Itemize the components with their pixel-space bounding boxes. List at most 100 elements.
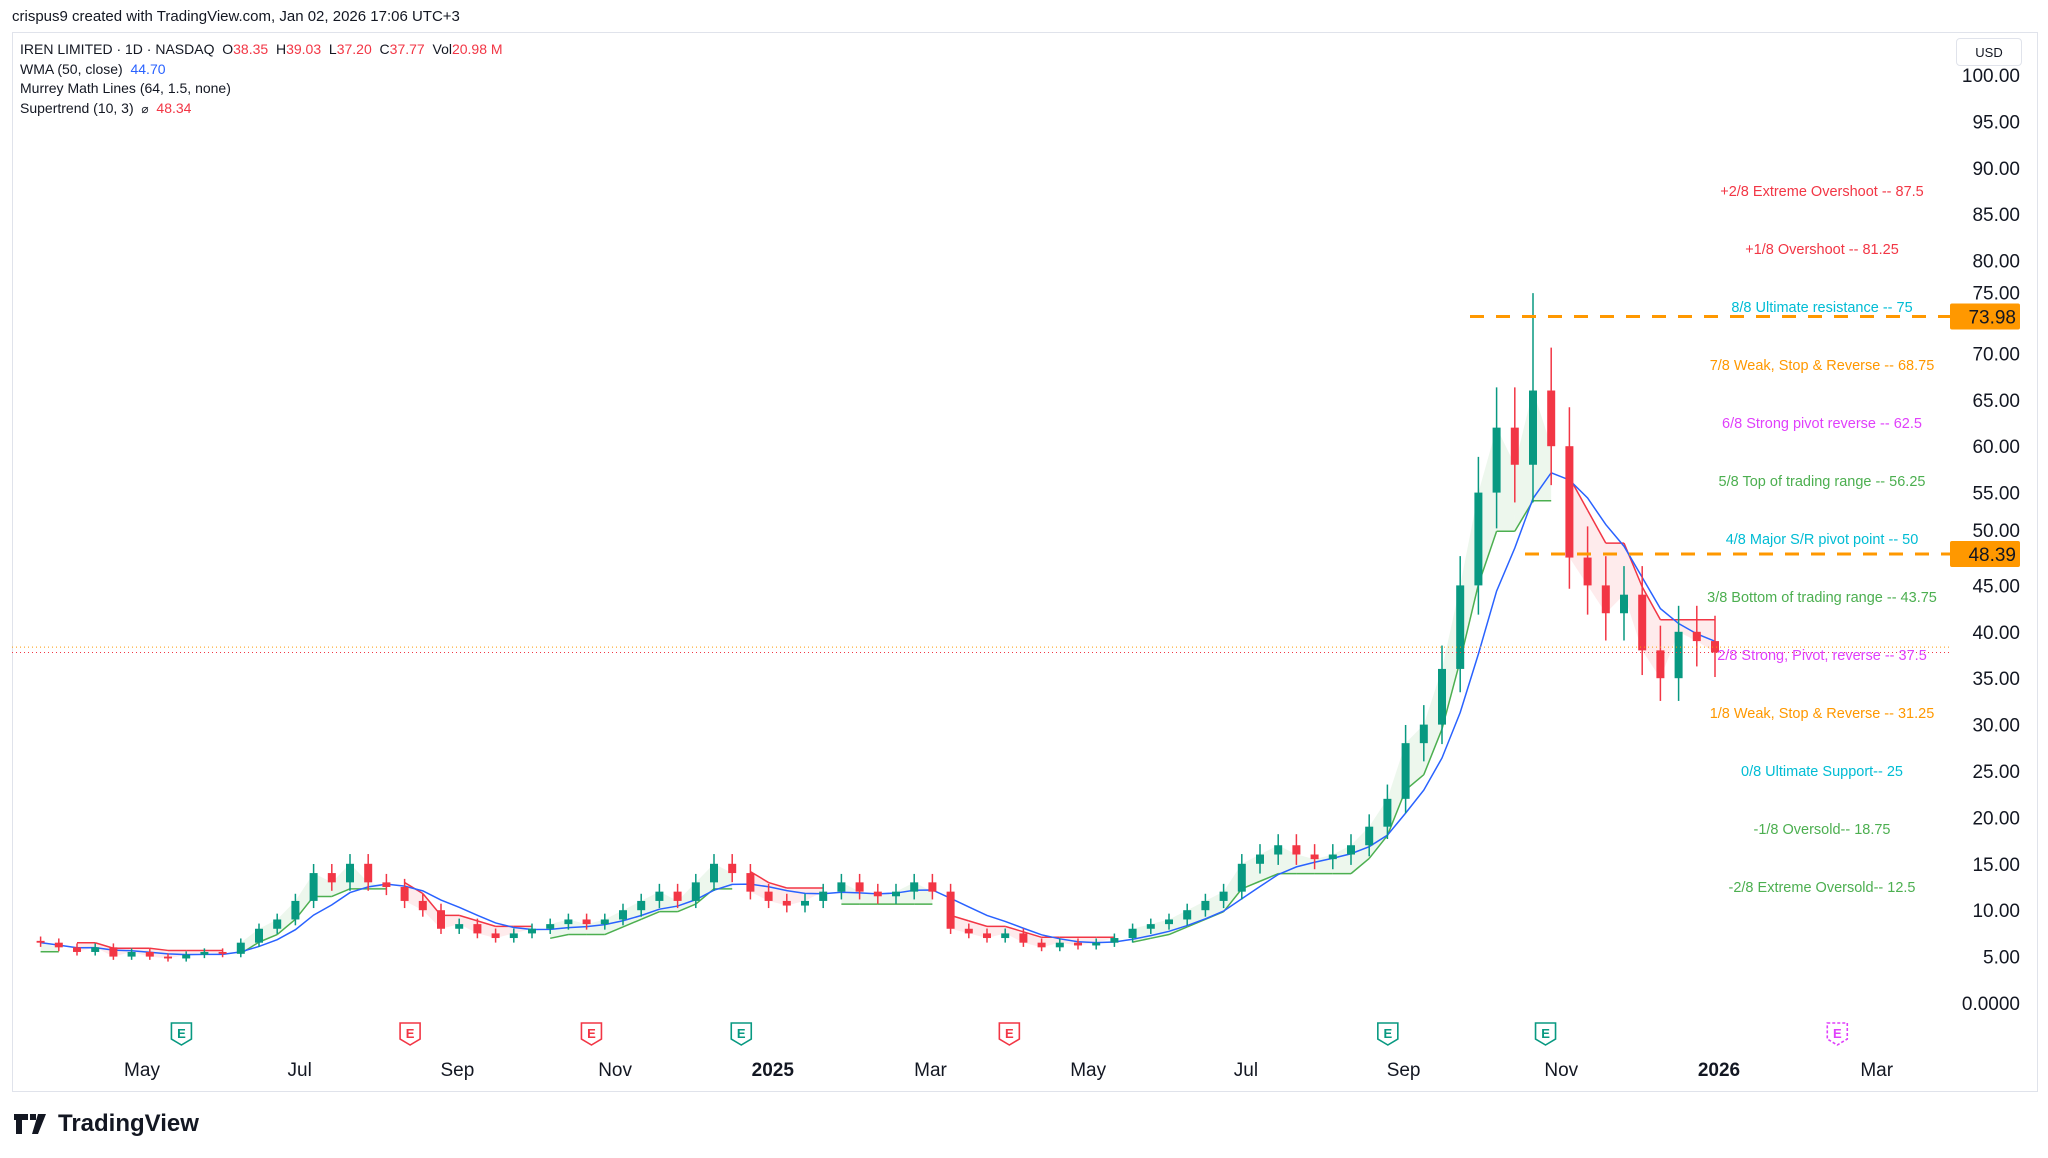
candle-body (1074, 942, 1082, 946)
supertrend-fill (1405, 724, 1424, 790)
supertrend-fill (1460, 492, 1479, 661)
supertrend-fill (586, 919, 605, 935)
candle-body (1347, 845, 1355, 855)
candle-body (218, 951, 227, 954)
candle-body (1711, 641, 1719, 653)
murrey-line-label: 1/8 Weak, Stop & Reverse -- 31.25 (1710, 706, 1935, 722)
candle-body (819, 891, 828, 901)
legend-murrey-row[interactable]: Murrey Math Lines (64, 1.5, none) (20, 79, 503, 99)
high-value: 39.03 (286, 41, 322, 57)
supertrend-fill (1478, 427, 1497, 585)
legend-supertrend-row[interactable]: Supertrend (10, 3) ⌀ 48.34 (20, 99, 503, 120)
candle-body (1183, 910, 1192, 920)
price-marker-label: 48.39 (1968, 545, 2016, 566)
candle-body (710, 863, 718, 883)
y-tick-label: 70.00 (1972, 344, 2020, 365)
supertrend-segment (331, 888, 351, 898)
murrey-line-label: 2/8 Strong, Pivot, reverse -- 37.5 (1717, 648, 1927, 664)
supertrend-label: Supertrend (10, 3) (20, 99, 134, 116)
y-tick-label: 100.00 (1962, 66, 2020, 87)
x-tick-label: Sep (1387, 1060, 1421, 1081)
earnings-label: E (406, 1026, 415, 1041)
candle-body (582, 919, 591, 925)
supertrend-fill (331, 863, 350, 897)
candle-body (273, 919, 282, 929)
candle-body (1510, 427, 1519, 465)
currency-button[interactable]: USD (1956, 38, 2022, 66)
supertrend-segment (677, 903, 697, 913)
y-tick-label: 75.00 (1972, 283, 2020, 304)
supertrend-fill (95, 942, 114, 957)
supertrend-fill (1514, 390, 1533, 532)
chart-frame (12, 32, 2038, 1092)
candle-body (546, 924, 555, 929)
candle-body (473, 924, 482, 934)
y-tick-label: 20.00 (1972, 808, 2020, 829)
open-value: 38.35 (233, 41, 269, 57)
supertrend-fill (641, 891, 660, 920)
candle-body (73, 947, 81, 952)
supertrend-fill (1278, 845, 1297, 874)
supertrend-fill (1642, 586, 1661, 679)
tradingview-logo[interactable]: TradingView (14, 1110, 199, 1138)
supertrend-fill (1442, 585, 1461, 730)
murrey-line-label: 4/8 Major S/R pivot point -- 50 (1726, 532, 1919, 548)
murrey-line-label: 6/8 Strong pivot reverse -- 62.5 (1722, 416, 1922, 432)
candle-body (946, 891, 955, 929)
murrey-line-label: 3/8 Bottom of trading range -- 43.75 (1707, 590, 1937, 606)
candle-body (691, 882, 700, 901)
candle-body (528, 928, 536, 934)
earnings-icon (1826, 1022, 1849, 1046)
wma-line (40, 471, 1716, 956)
candle-body (1092, 942, 1101, 946)
supertrend-fill (1569, 477, 1588, 586)
supertrend-segment (1368, 835, 1388, 859)
supertrend-segment (276, 918, 296, 936)
candle-body (437, 910, 445, 929)
candle-body (418, 900, 427, 911)
supertrend-fill (896, 882, 915, 905)
candle-body (619, 910, 627, 920)
candle-body (1419, 724, 1428, 744)
candle-body (655, 891, 664, 901)
legend-wma-row[interactable]: WMA (50, close) 44.70 (20, 60, 503, 80)
candle-body (1292, 845, 1301, 855)
low-label: L (328, 41, 337, 57)
supertrend-fill (1496, 427, 1515, 532)
candle-body (1401, 743, 1410, 799)
candle-body (1328, 854, 1337, 860)
earnings-label: E (1383, 1026, 1392, 1041)
candle-body (600, 919, 609, 925)
candle-body (109, 947, 118, 957)
x-tick-label: Jul (288, 1060, 312, 1081)
supertrend-segment (1023, 931, 1042, 939)
earnings-label: E (737, 1026, 746, 1041)
close-value: 37.77 (389, 41, 425, 57)
candle-body (164, 956, 172, 959)
candle-body (200, 951, 209, 955)
candle-body (255, 928, 263, 943)
candle-body (1474, 492, 1483, 586)
candle-body (782, 900, 791, 906)
y-tick-label: 55.00 (1972, 484, 2020, 505)
supertrend-segment (458, 914, 478, 922)
x-tick-label: Nov (1544, 1060, 1578, 1081)
supertrend-fill (1005, 926, 1024, 943)
y-tick-label: 45.00 (1972, 576, 2020, 597)
candle-body (673, 891, 682, 901)
supertrend-segment (149, 947, 169, 952)
y-tick-label: 85.00 (1972, 205, 2020, 226)
murrey-line-label: 5/8 Top of trading range -- 56.25 (1719, 474, 1926, 490)
candle-body (964, 928, 973, 934)
supertrend-segment (768, 881, 788, 889)
symbol-name[interactable]: IREN LIMITED · 1D · NASDAQ (20, 41, 215, 57)
supertrend-fill (204, 950, 223, 954)
logo-text: TradingView (58, 1110, 199, 1137)
candle-body (1365, 826, 1374, 846)
supertrend-fill (914, 882, 933, 905)
supertrend-fill (313, 873, 332, 897)
supertrend-fill (1241, 854, 1260, 889)
candle-body (1620, 594, 1628, 614)
candle-body (1456, 585, 1465, 669)
